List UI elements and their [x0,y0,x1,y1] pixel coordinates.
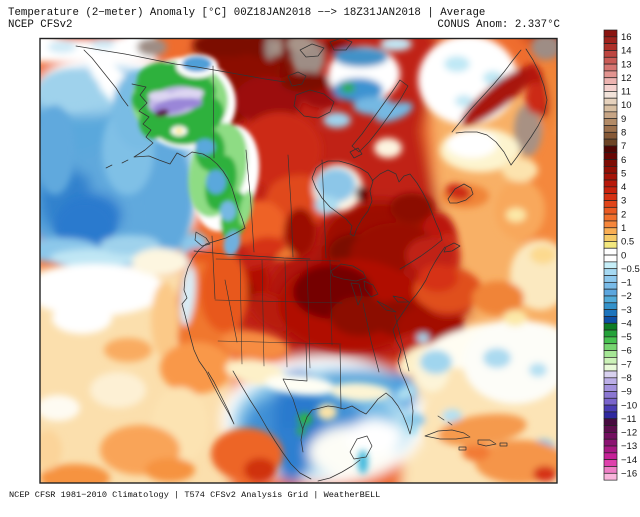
svg-text:12: 12 [621,73,632,84]
svg-text:9: 9 [621,114,626,125]
svg-text:Temperature (2−meter) Anomaly: Temperature (2−meter) Anomaly [°C] 00Z18… [8,7,485,19]
svg-text:−5: −5 [621,332,632,343]
svg-text:16: 16 [621,32,632,43]
svg-text:−7: −7 [621,359,632,370]
svg-text:−8: −8 [621,373,632,384]
svg-text:0.5: 0.5 [621,237,634,248]
svg-text:−14: −14 [621,455,637,466]
svg-text:NCEP CFSR 1981−2010 Climatolog: NCEP CFSR 1981−2010 Climatology | T574 C… [9,490,380,500]
svg-text:−0.5: −0.5 [621,264,640,275]
svg-text:−10: −10 [621,400,637,411]
svg-text:5: 5 [621,168,626,179]
svg-text:1: 1 [621,223,626,234]
svg-text:14: 14 [621,46,632,57]
svg-text:−11: −11 [621,414,636,425]
svg-text:NCEP CFSv2: NCEP CFSv2 [8,19,73,31]
svg-text:2: 2 [621,209,626,220]
svg-text:−3: −3 [621,305,632,316]
svg-text:−4: −4 [621,319,632,330]
svg-text:CONUS Anom: 2.337°C: CONUS Anom: 2.337°C [437,19,560,31]
svg-text:−13: −13 [621,441,637,452]
svg-text:13: 13 [621,59,632,70]
svg-text:−16: −16 [621,469,637,480]
svg-text:4: 4 [621,182,626,193]
svg-text:−12: −12 [621,428,637,439]
svg-text:−2: −2 [621,291,632,302]
svg-text:−1: −1 [621,278,632,289]
svg-text:8: 8 [621,128,626,139]
svg-text:−9: −9 [621,387,632,398]
svg-text:10: 10 [621,100,632,111]
svg-text:0: 0 [621,250,626,261]
svg-text:11: 11 [621,87,631,98]
svg-text:6: 6 [621,155,626,166]
svg-text:3: 3 [621,196,626,207]
svg-text:−6: −6 [621,346,632,357]
svg-text:7: 7 [621,141,626,152]
